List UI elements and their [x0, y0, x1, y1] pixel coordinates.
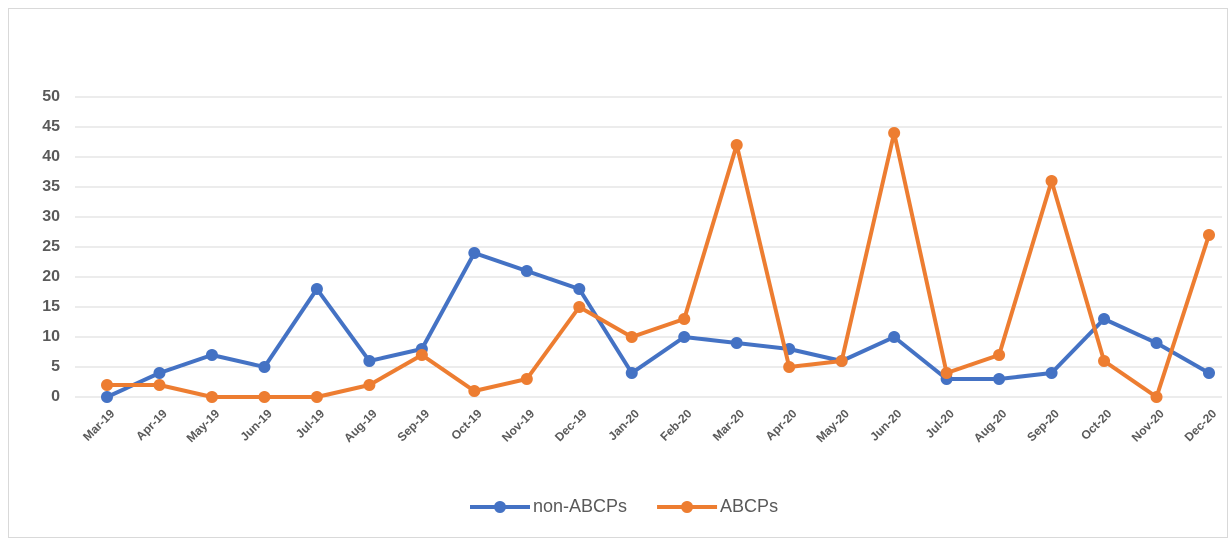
point — [153, 367, 166, 379]
point — [678, 313, 691, 325]
y-tick-label: 10 — [42, 328, 60, 345]
y-tick-label: 50 — [42, 88, 60, 105]
point — [1045, 175, 1058, 187]
y-tick-label: 20 — [42, 268, 60, 285]
chart-frame — [8, 8, 1228, 538]
point — [415, 349, 428, 361]
point — [1045, 367, 1058, 379]
point — [783, 361, 796, 373]
y-tick-label: 15 — [42, 298, 60, 315]
point — [888, 127, 901, 139]
point — [1150, 337, 1163, 349]
point — [205, 391, 218, 403]
point — [101, 379, 113, 391]
legend-label: non-ABCPs — [533, 496, 627, 516]
point — [573, 301, 586, 313]
point — [1098, 313, 1111, 325]
y-tick-label: 40 — [42, 148, 60, 165]
point — [573, 283, 586, 295]
point — [625, 367, 638, 379]
point — [835, 355, 848, 367]
point — [678, 331, 691, 343]
point — [468, 385, 481, 397]
point — [1150, 391, 1163, 403]
point — [205, 349, 218, 361]
point — [1203, 367, 1215, 379]
series-line — [106, 251, 1210, 399]
point — [258, 391, 271, 403]
point — [625, 331, 638, 343]
point — [520, 265, 533, 277]
legend-label: ABCPs — [720, 496, 778, 516]
point — [153, 379, 166, 391]
series-line — [107, 131, 1211, 399]
point — [993, 349, 1006, 361]
point — [101, 391, 113, 403]
y-tick-label: 25 — [42, 238, 60, 255]
point — [730, 337, 743, 349]
point — [258, 361, 271, 373]
point — [520, 373, 533, 385]
point — [1098, 355, 1111, 367]
y-tick-label: 45 — [42, 118, 60, 135]
point — [468, 247, 481, 259]
legend-marker — [494, 501, 506, 513]
point — [993, 373, 1006, 385]
point — [888, 331, 901, 343]
point — [310, 391, 323, 403]
point — [730, 139, 743, 151]
point — [1203, 229, 1215, 241]
y-tick-label: 30 — [42, 208, 60, 225]
point — [363, 379, 376, 391]
point — [940, 367, 953, 379]
y-tick-label: 5 — [51, 358, 60, 375]
y-tick-label: 35 — [42, 178, 60, 195]
legend-marker — [681, 501, 694, 513]
point — [363, 355, 376, 367]
y-tick-label: 0 — [51, 388, 60, 405]
point — [310, 283, 323, 295]
